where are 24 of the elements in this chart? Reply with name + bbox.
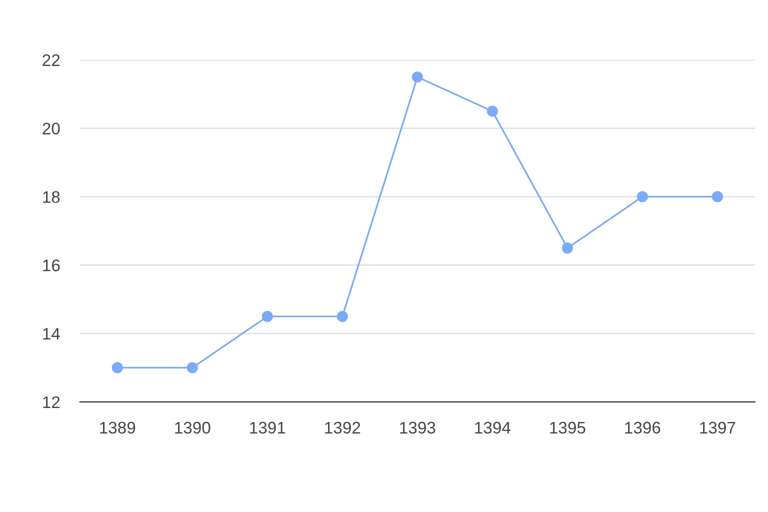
point — [262, 310, 273, 322]
y-tick-label: 20 — [42, 122, 60, 135]
y-tick-label: 12 — [43, 396, 60, 408]
point — [562, 242, 573, 254]
point — [412, 71, 423, 83]
point — [636, 191, 648, 202]
x-tick-label: 1391 — [250, 422, 286, 434]
x-tick-label: 1395 — [550, 422, 586, 434]
x-tick-label: 1393 — [400, 422, 436, 434]
y-tick-label: 22 — [42, 54, 60, 66]
point — [112, 362, 123, 374]
point — [186, 362, 198, 374]
point — [712, 191, 723, 202]
x-tick-label: 1389 — [100, 422, 136, 434]
x-tick-label: 1394 — [475, 422, 510, 434]
x-tick-label: 1390 — [175, 422, 210, 434]
x-tick-label: 1396 — [625, 422, 660, 434]
x-tick-label: 1397 — [700, 422, 736, 434]
y-tick-label: 18 — [43, 191, 60, 203]
point — [486, 106, 498, 117]
y-tick-label: 16 — [43, 260, 60, 272]
y-tick-label: 14 — [43, 328, 60, 340]
point — [336, 310, 348, 322]
x-tick-label: 1392 — [325, 422, 360, 434]
